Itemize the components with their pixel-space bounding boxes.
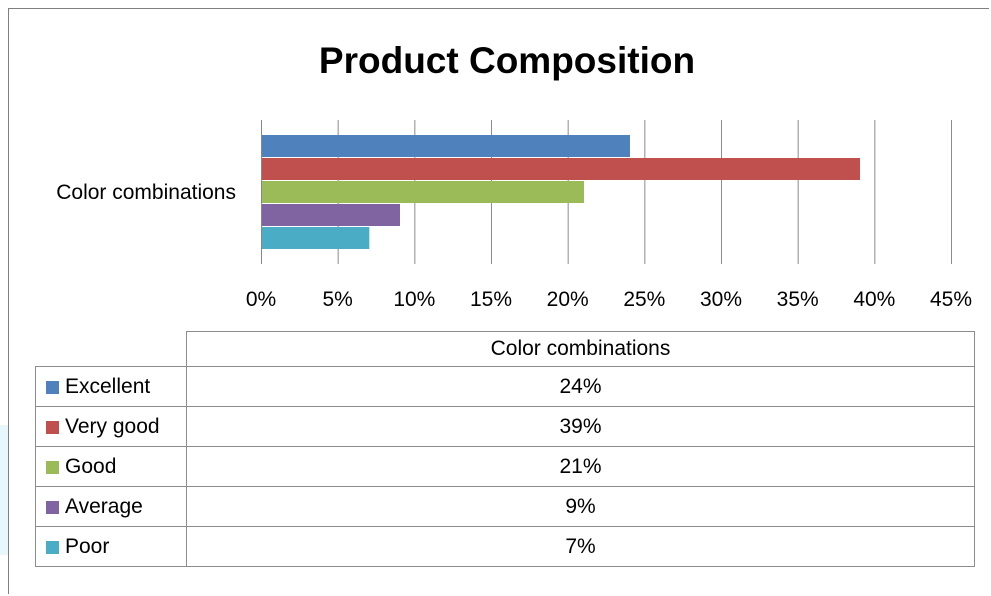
table-row: Poor 7%: [35, 526, 975, 567]
legend-swatch-average: [46, 500, 59, 514]
table-row: Excellent 24%: [35, 366, 975, 407]
legend-label: Average: [65, 494, 143, 518]
data-table: Color combinations Excellent 24% Very go…: [35, 331, 975, 567]
table-value: 9%: [186, 486, 975, 527]
table-row: Average 9%: [35, 486, 975, 527]
legend-cell-good: Good: [35, 446, 187, 487]
x-tick-label: 45%: [930, 288, 972, 311]
x-tick-label: 20%: [547, 288, 589, 311]
edge-accent: [0, 425, 9, 555]
x-tick-label: 35%: [777, 288, 819, 311]
chart-frame: [8, 8, 989, 594]
legend-cell-excellent: Excellent: [35, 366, 187, 407]
bar-very-good: [262, 158, 860, 180]
x-tick-label: 25%: [623, 288, 665, 311]
legend-cell-poor: Poor: [35, 526, 187, 567]
table-corner: [35, 331, 187, 367]
legend-cell-average: Average: [35, 486, 187, 527]
legend-label: Good: [65, 454, 117, 478]
x-tick-label: 0%: [246, 288, 276, 311]
x-tick-label: 10%: [393, 288, 435, 311]
bar-poor: [262, 227, 370, 249]
table-column-header: Color combinations: [186, 331, 975, 367]
legend-swatch-very-good: [46, 420, 59, 434]
bar-excellent: [262, 135, 630, 157]
legend-label: Excellent: [65, 374, 151, 398]
category-label: Color combinations: [56, 181, 236, 204]
x-axis: 0% 5% 10% 15% 20% 25% 30% 35% 40% 45%: [246, 288, 972, 311]
legend-swatch-good: [46, 460, 59, 474]
legend-label: Very good: [65, 414, 160, 438]
table-value: 24%: [186, 366, 975, 407]
x-tick-label: 15%: [470, 288, 512, 311]
bars: [262, 135, 860, 249]
legend-swatch-poor: [46, 540, 59, 554]
table-value: 21%: [186, 446, 975, 487]
x-tick-label: 5%: [322, 288, 352, 311]
table-header-row: Color combinations: [35, 331, 975, 367]
table-row: Very good 39%: [35, 406, 975, 447]
table-value: 39%: [186, 406, 975, 447]
chart-title: Product Composition: [319, 40, 695, 81]
legend-cell-very-good: Very good: [35, 406, 187, 447]
x-tick-label: 40%: [853, 288, 895, 311]
x-tick-label: 30%: [700, 288, 742, 311]
table-value: 7%: [186, 526, 975, 567]
legend-swatch-excellent: [46, 380, 59, 394]
chart-plot: Product Composition 0% 5% 10% 15% 20% 25% 30% 3…: [56, 40, 972, 311]
bar-average: [262, 204, 400, 226]
legend-label: Poor: [65, 534, 110, 558]
bar-good: [262, 181, 584, 203]
table-row: Good 21%: [35, 446, 975, 487]
